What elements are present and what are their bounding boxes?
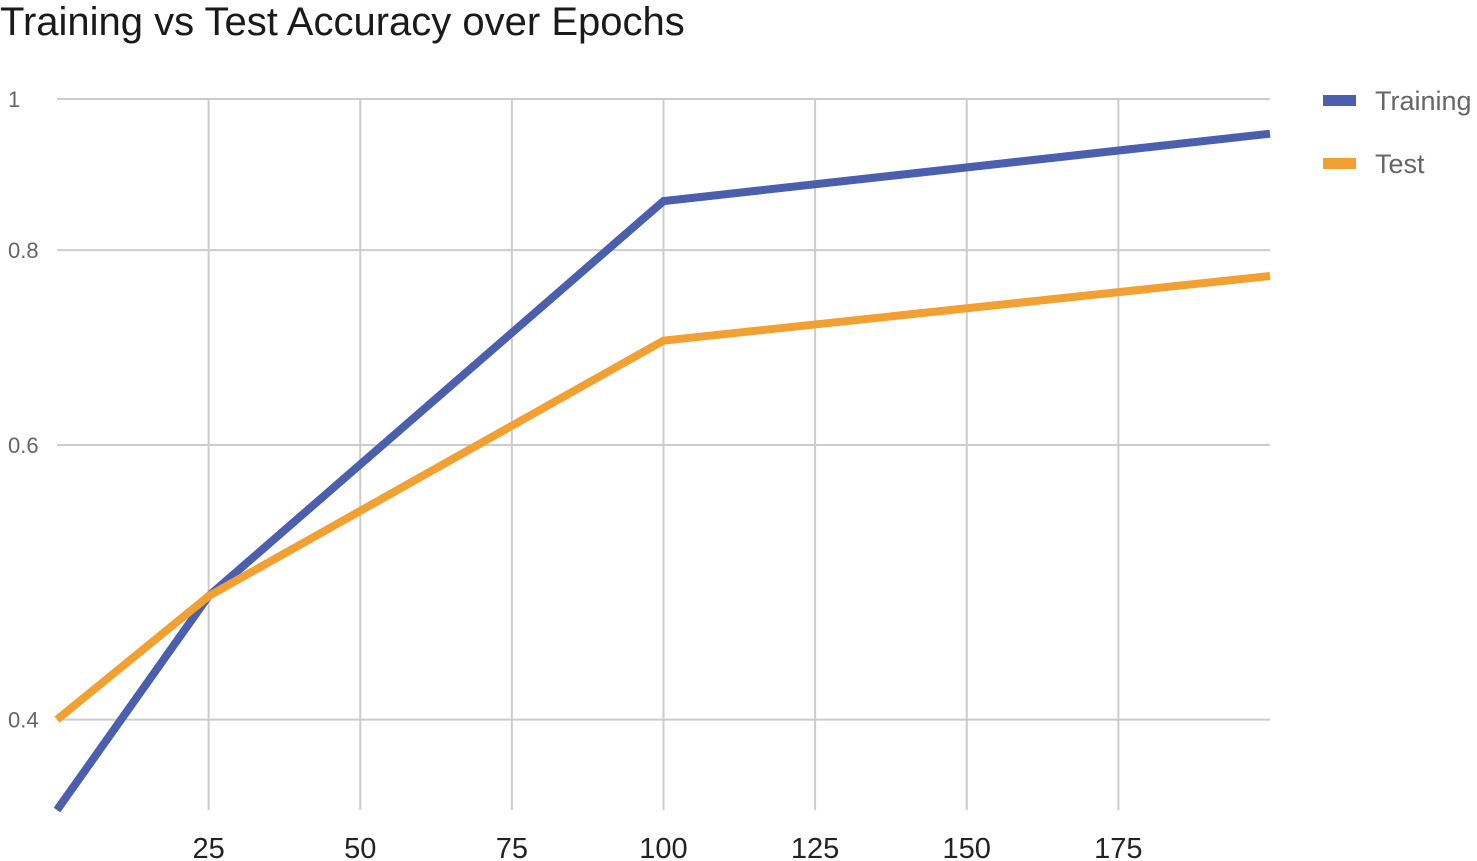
series-line-training [53, 129, 1271, 813]
grid-lines [57, 98, 1270, 810]
chart-title: Training vs Test Accuracy over Epochs [0, 0, 685, 44]
x-axis-ticks: 25 50 75 100 125 150 175 [192, 833, 1142, 861]
legend-swatch-training [1323, 95, 1356, 106]
legend: Training Test [1323, 86, 1472, 179]
y-tick-label: 0.6 [8, 433, 39, 458]
y-tick-label: 0.8 [8, 238, 39, 263]
series-lines [53, 129, 1271, 813]
y-axis-ticks: 1 0.8 0.6 0.4 [8, 87, 39, 733]
x-tick-label: 50 [344, 833, 376, 861]
x-tick-label: 175 [1094, 833, 1142, 861]
legend-label-training: Training [1375, 86, 1472, 116]
legend-label-test: Test [1375, 149, 1425, 179]
y-tick-label: 0.4 [8, 708, 39, 733]
y-tick-label: 1 [8, 87, 20, 112]
legend-swatch-test [1323, 158, 1356, 169]
x-tick-label: 25 [192, 833, 224, 861]
x-tick-label: 150 [943, 833, 991, 861]
series-line-test [54, 272, 1271, 723]
x-tick-label: 100 [639, 833, 687, 861]
x-tick-label: 75 [496, 833, 528, 861]
x-tick-label: 125 [791, 833, 839, 861]
